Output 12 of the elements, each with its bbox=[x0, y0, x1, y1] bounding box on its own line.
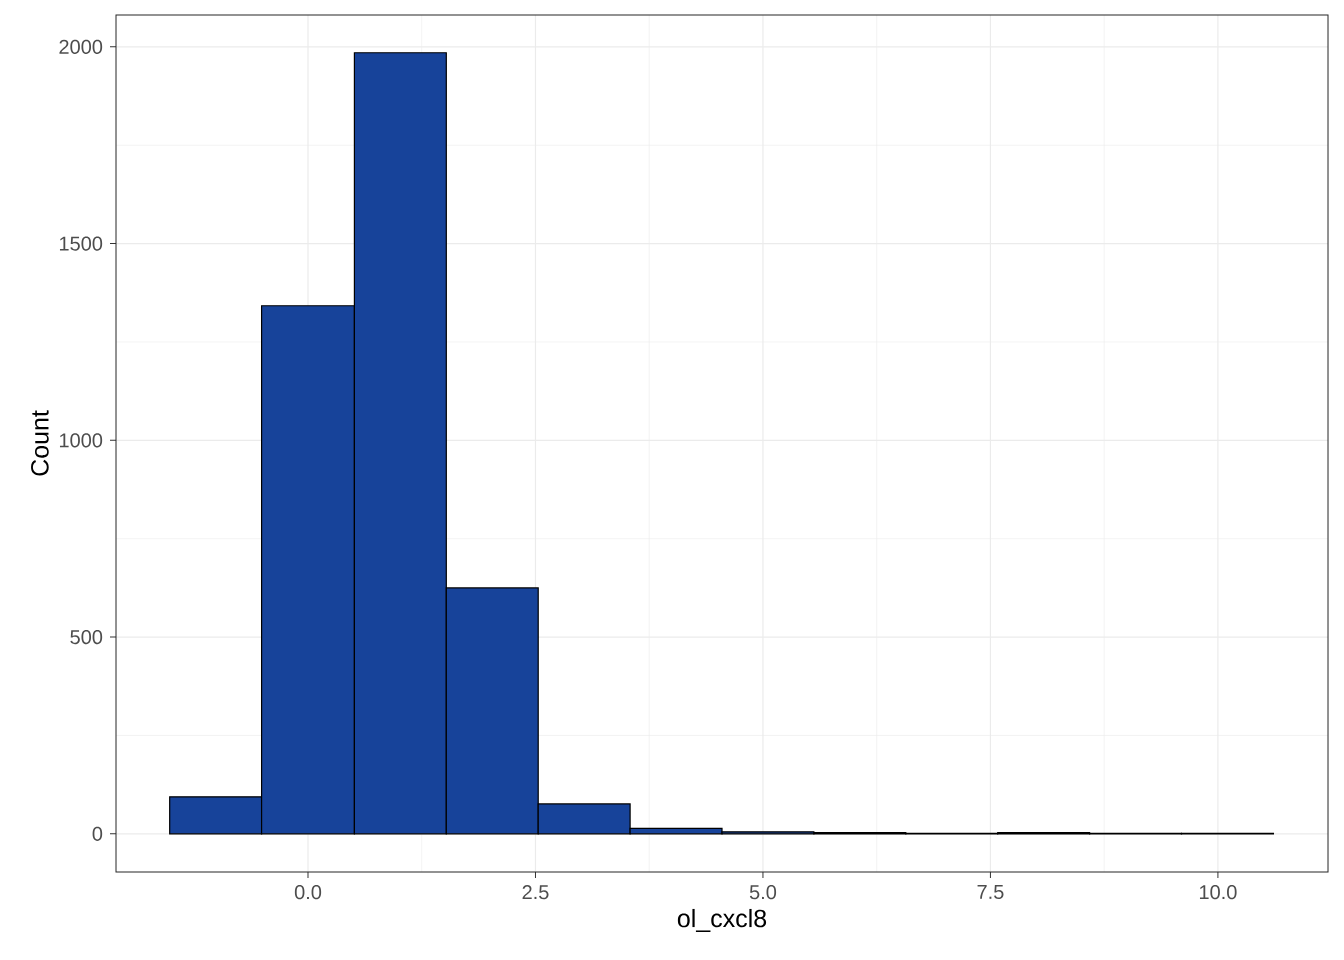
y-tick-label: 1500 bbox=[59, 236, 103, 251]
x-tick-label: 7.5 bbox=[977, 885, 1004, 900]
x-tick-label: 0.0 bbox=[294, 885, 322, 900]
y-tick-label: 1000 bbox=[59, 433, 103, 448]
y-tick-label: 500 bbox=[70, 630, 103, 645]
x-tick-label: 10.0 bbox=[1199, 885, 1237, 900]
y-axis-title: Count bbox=[31, 410, 49, 476]
x-tick-label: 2.5 bbox=[522, 885, 549, 900]
y-tick-label: 2000 bbox=[59, 39, 103, 54]
y-tick-label: 0 bbox=[92, 826, 103, 841]
x-axis-title: ol_cxcl8 bbox=[677, 908, 767, 933]
x-tick-label: 5.0 bbox=[749, 885, 777, 900]
